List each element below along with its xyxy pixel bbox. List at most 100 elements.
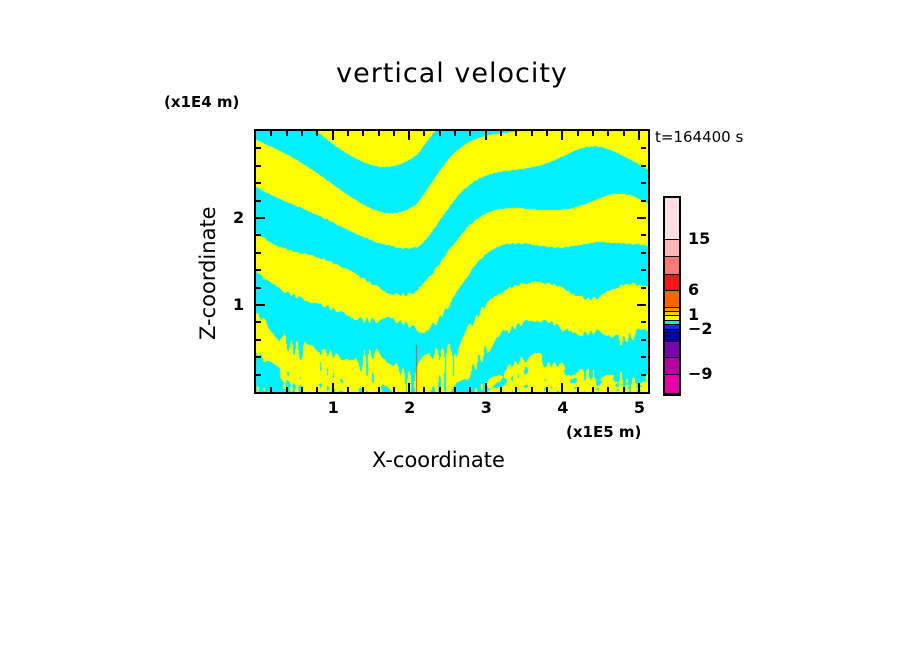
x-tick-top — [576, 131, 579, 136]
y-tick — [256, 234, 261, 237]
x-axis-label: X-coordinate — [372, 448, 505, 472]
y-tick-right — [637, 304, 646, 306]
chart-title: vertical velocity — [336, 58, 568, 89]
x-tick — [423, 387, 426, 392]
colorbar-label: −9 — [688, 364, 713, 383]
x-tick-top — [316, 131, 319, 136]
x-tick-top — [591, 131, 594, 136]
colorbar-segment — [665, 358, 679, 375]
x-tick — [545, 387, 548, 392]
colorbar-label: 6 — [688, 280, 700, 299]
y-tick-label: 2 — [233, 208, 245, 227]
plot-frame — [254, 129, 650, 394]
y-tick-right — [641, 182, 646, 185]
x-tick-label: 5 — [633, 398, 645, 417]
colorbar-segment — [665, 342, 679, 358]
y-tick-right — [641, 338, 646, 341]
colorbar-segment — [665, 375, 679, 394]
y-tick-right — [641, 251, 646, 254]
colorbar-segment — [665, 330, 679, 342]
x-tick-top — [423, 131, 426, 136]
x-tick — [607, 387, 610, 392]
colorbar-label: 1 — [688, 305, 700, 324]
x-tick — [300, 387, 303, 392]
colorbar-label: 15 — [688, 229, 711, 248]
colorbar-segment — [665, 275, 679, 291]
colorbar-segment — [665, 321, 679, 325]
x-tick-top — [408, 131, 411, 140]
x-tick-top — [270, 131, 273, 136]
y-tick — [256, 251, 261, 254]
y-tick — [256, 199, 261, 202]
x-tick-top — [545, 131, 548, 136]
x-tick-top — [469, 131, 472, 136]
x-tick-top — [500, 131, 502, 136]
x-tick-top — [285, 131, 288, 136]
y-tick-right — [641, 269, 646, 272]
x-tick-top — [561, 131, 564, 140]
x-tick — [392, 387, 395, 392]
colorbar-segment — [665, 240, 679, 257]
x-tick — [408, 383, 411, 392]
x-tick — [346, 387, 349, 392]
x-tick-top — [637, 131, 640, 140]
y-tick — [256, 182, 261, 185]
x-tick-label: 4 — [557, 398, 569, 417]
colorbar-segment — [665, 257, 679, 275]
colorbar-segment — [665, 308, 679, 312]
x-tick — [500, 387, 502, 392]
x-tick — [530, 387, 533, 392]
x-tick — [591, 387, 594, 392]
x-unit-label: (x1E5 m) — [566, 423, 642, 441]
x-tick — [377, 387, 380, 392]
x-tick-top — [622, 131, 625, 136]
velocity-field — [256, 131, 648, 392]
x-tick-top — [607, 131, 610, 136]
x-tick-top — [346, 131, 349, 136]
x-tick — [515, 387, 518, 392]
y-tick — [256, 373, 261, 376]
y-tick — [256, 356, 261, 359]
x-tick-top — [530, 131, 533, 136]
y-unit-label: (x1E4 m) — [164, 93, 240, 111]
y-tick — [256, 304, 265, 306]
y-tick-right — [641, 321, 646, 324]
x-tick — [270, 387, 273, 392]
x-tick-top — [484, 131, 487, 140]
x-tick-label: 1 — [327, 398, 339, 417]
x-tick-label: 2 — [404, 398, 416, 417]
x-tick-top — [300, 131, 303, 136]
y-tick — [256, 269, 261, 272]
x-tick — [484, 383, 487, 392]
y-tick-right — [641, 286, 646, 289]
colorbar — [663, 196, 681, 396]
x-tick — [362, 387, 365, 392]
x-tick — [637, 383, 640, 392]
colorbar-segment — [665, 312, 679, 316]
x-tick — [622, 387, 625, 392]
y-tick-right — [637, 217, 646, 219]
y-tick-right — [641, 199, 646, 202]
x-tick-top — [454, 131, 457, 136]
x-tick — [285, 387, 288, 392]
y-tick — [256, 338, 261, 341]
x-tick-top — [362, 131, 365, 136]
colorbar-segment — [665, 316, 679, 321]
x-tick — [438, 387, 441, 392]
x-tick — [576, 387, 579, 392]
colorbar-label: −2 — [688, 319, 713, 338]
y-tick — [256, 321, 261, 324]
x-tick — [469, 387, 472, 392]
y-tick — [256, 147, 261, 150]
x-tick — [316, 387, 319, 392]
time-label: t=164400 s — [655, 128, 744, 146]
colorbar-segment — [665, 291, 679, 308]
y-axis-label: Z-coordinate — [196, 206, 220, 340]
y-tick — [256, 217, 265, 219]
x-tick-top — [392, 131, 395, 136]
y-tick-right — [641, 373, 646, 376]
x-tick — [331, 383, 334, 392]
y-tick — [256, 164, 261, 167]
x-tick — [561, 383, 564, 392]
colorbar-segment — [665, 198, 679, 240]
